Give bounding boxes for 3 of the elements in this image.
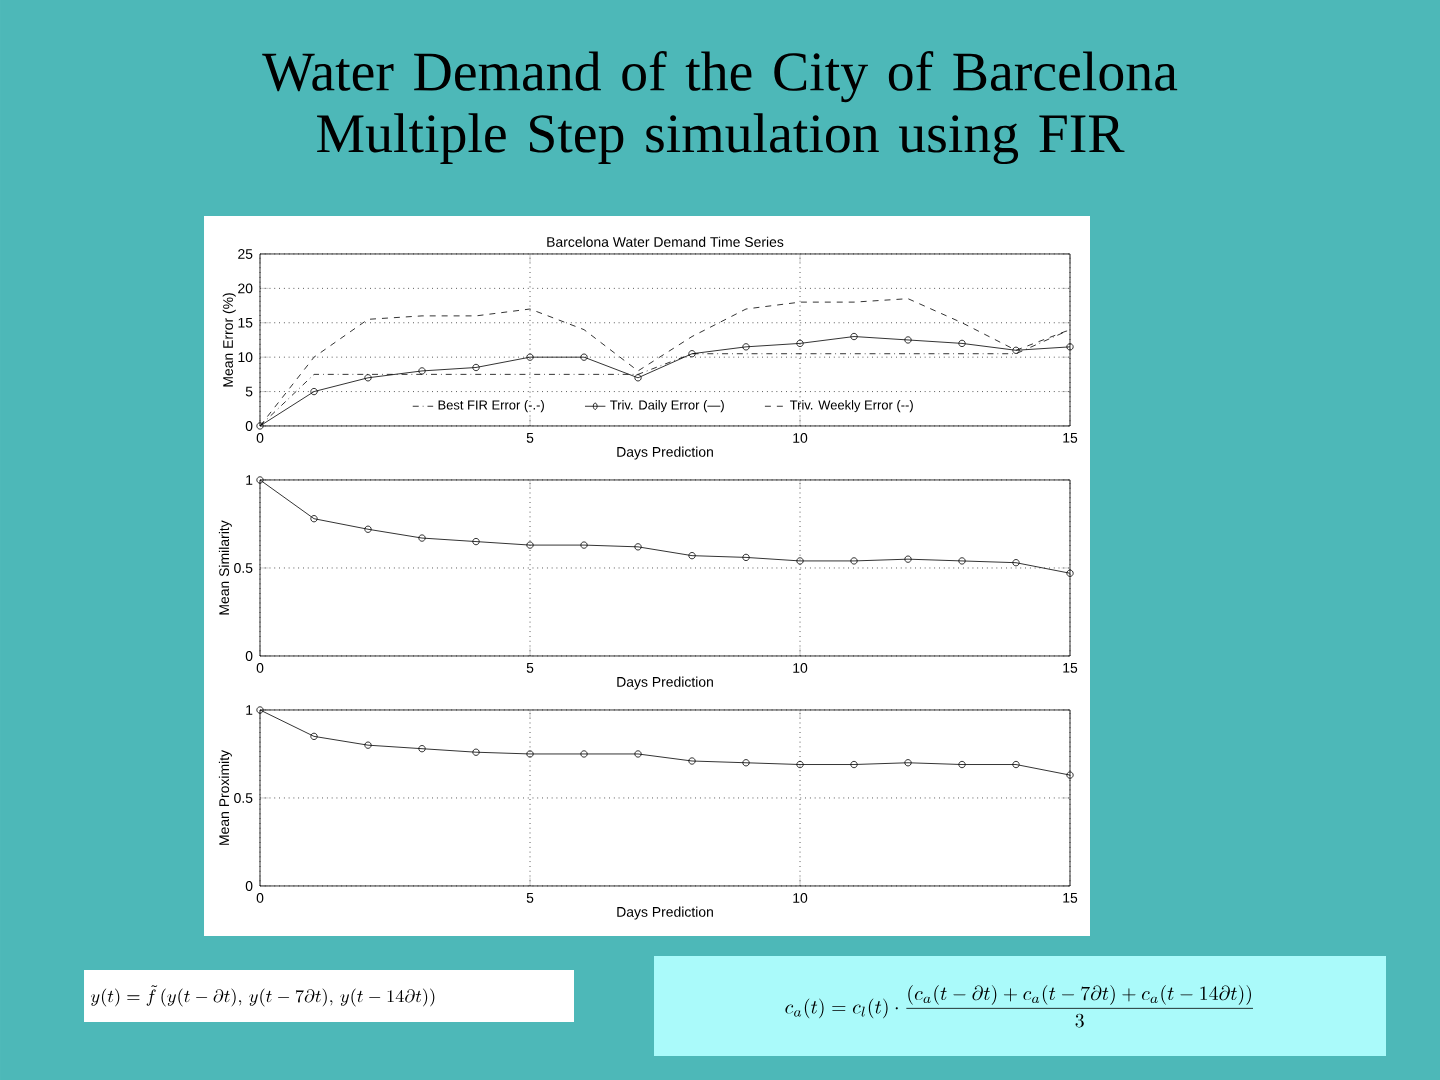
chart-title: Water Demand of the City of Barcelona Multiple Step simulation using FIR	[262, 51, 1178, 165]
text: $y(t)=\tilde{f}\,(y(t-\partial t),\, y(t-7\partial t),\, y(t-14\partial t))$	[90, 985, 435, 1007]
text: $c_a(t)=c_l(t)\cdot\frac{(c_a(t-\partial t)+c_a(t-7\partial t)+c_a(t-14\partial t))}{3}$	[785, 984, 1253, 1028]
